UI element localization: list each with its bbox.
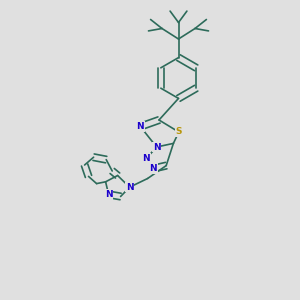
Text: N: N (136, 122, 144, 131)
Text: N: N (142, 154, 150, 163)
Text: S: S (176, 128, 182, 136)
Text: N: N (153, 142, 160, 152)
Text: N: N (126, 183, 134, 192)
Text: N: N (149, 164, 157, 173)
Text: N: N (105, 190, 112, 199)
